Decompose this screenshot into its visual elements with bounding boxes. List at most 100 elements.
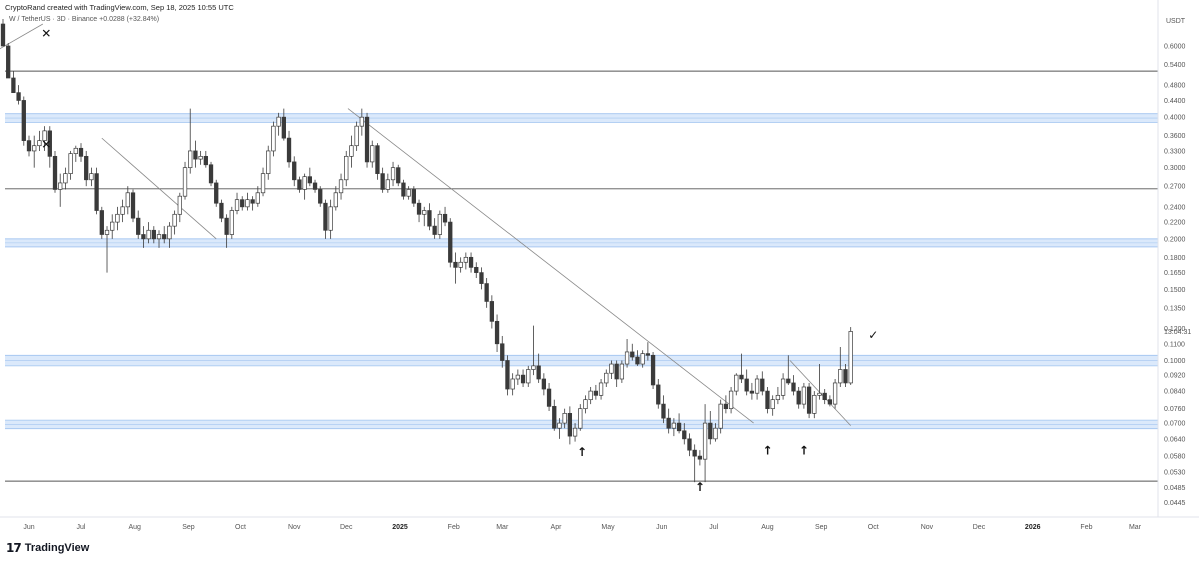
candle-bear bbox=[536, 365, 541, 380]
candle-bull bbox=[526, 369, 531, 384]
time-tick-label: May bbox=[601, 524, 615, 531]
candle-bear bbox=[676, 422, 682, 432]
price-tick-label: 0.0840 bbox=[1164, 389, 1186, 396]
symbol-line: W / TetherUS · 3D · Binance bbox=[9, 16, 98, 23]
candle-bull bbox=[42, 130, 47, 141]
price-tick-label: 0.2400 bbox=[1164, 204, 1186, 211]
candle-bull bbox=[848, 331, 853, 384]
candle-bear bbox=[401, 182, 406, 197]
candle-bear bbox=[806, 386, 812, 414]
candle-bear bbox=[645, 353, 651, 356]
price-tick-label: 0.3600 bbox=[1164, 133, 1186, 140]
candle-bull bbox=[182, 167, 188, 197]
candle-bear bbox=[822, 392, 827, 401]
candle-bull bbox=[775, 394, 781, 401]
candle-bear bbox=[520, 374, 526, 384]
candles bbox=[0, 18, 853, 483]
candle-bear bbox=[151, 229, 156, 240]
candle-bull bbox=[588, 390, 593, 401]
candle-bull bbox=[713, 427, 718, 440]
candle-bear bbox=[749, 390, 755, 394]
candle-bear bbox=[552, 406, 557, 429]
candle-bear bbox=[500, 343, 505, 361]
horizontal-levels bbox=[5, 70, 1158, 482]
price-tick-label: 0.0700 bbox=[1164, 421, 1186, 428]
price-tick-label: 0.4400 bbox=[1164, 98, 1186, 105]
time-tick-label: 2025 bbox=[392, 524, 408, 531]
candle-bear bbox=[323, 202, 328, 231]
symbol-info[interactable]: W / TetherUS · 3D · Binance +0.0288 (+32… bbox=[9, 16, 159, 23]
time-tick-label: Dec bbox=[973, 524, 986, 531]
time-tick-label: Aug bbox=[761, 524, 774, 531]
candle-bull bbox=[344, 155, 349, 181]
price-tick-label: 0.0530 bbox=[1164, 469, 1186, 476]
candle-bear bbox=[375, 145, 380, 174]
candle-bull bbox=[598, 382, 604, 396]
price-tick-label: 0.0445 bbox=[1164, 500, 1186, 507]
logo-text: TradingView bbox=[24, 542, 90, 554]
candle-bear bbox=[827, 399, 833, 405]
candle-bear bbox=[630, 351, 635, 358]
price-axis-unit: USDT bbox=[1166, 18, 1186, 25]
candle-bull bbox=[531, 365, 536, 370]
candle-bull bbox=[718, 403, 723, 429]
candle-bull bbox=[619, 363, 625, 380]
candle-bear bbox=[78, 147, 84, 157]
candle-bull bbox=[583, 399, 588, 410]
candle-bear bbox=[494, 320, 500, 345]
candle-bull bbox=[754, 378, 760, 394]
candle-bear bbox=[796, 390, 801, 405]
candle-bull bbox=[338, 179, 344, 194]
candle-bear bbox=[505, 360, 510, 390]
price-tick-label: 0.6000 bbox=[1164, 44, 1186, 51]
candle-bear bbox=[448, 221, 453, 263]
candle-bear bbox=[442, 213, 448, 223]
candle-bear bbox=[203, 155, 208, 166]
candle-bear bbox=[687, 438, 692, 451]
candle-bull bbox=[115, 213, 120, 223]
time-tick-label: Aug bbox=[129, 524, 142, 531]
candle-bear bbox=[219, 202, 224, 219]
candle-bull bbox=[463, 256, 469, 263]
price-tick-label: 0.0760 bbox=[1164, 406, 1186, 413]
candle-bull bbox=[110, 221, 115, 231]
candle-bull bbox=[89, 173, 94, 181]
trendline bbox=[0, 23, 44, 50]
candle-bull bbox=[349, 145, 354, 157]
candle-bear bbox=[52, 155, 58, 190]
candle-bear bbox=[656, 384, 661, 405]
candle-bull bbox=[557, 422, 562, 429]
candle-bull bbox=[37, 140, 42, 147]
annotation-marker: ✓ bbox=[868, 328, 878, 342]
candle-bull bbox=[68, 153, 73, 174]
time-tick-label: Jun bbox=[23, 524, 34, 531]
candle-bull bbox=[245, 199, 250, 208]
price-tick-label: 0.1800 bbox=[1164, 255, 1186, 262]
time-tick-label: Mar bbox=[1129, 524, 1142, 531]
candle-bull bbox=[146, 229, 151, 240]
candle-bull bbox=[328, 206, 333, 231]
countdown-label: 13:04:31 bbox=[1164, 329, 1191, 336]
candle-bull bbox=[229, 210, 234, 235]
candle-bear bbox=[708, 422, 713, 440]
axes: USDT 0.6000 0.5400 0.4800 0.4400 0.4000 0.3600… bbox=[0, 0, 1199, 531]
candle-bull bbox=[510, 378, 515, 390]
candle-bear bbox=[396, 167, 401, 184]
tradingview-logo[interactable]: 17 TradingView bbox=[6, 541, 89, 555]
price-tick-label: 0.0920 bbox=[1164, 373, 1186, 380]
price-tick-label: 0.0640 bbox=[1164, 436, 1186, 443]
candle-bull bbox=[73, 147, 78, 154]
annotation-marker: ✕ bbox=[41, 137, 51, 151]
candle-bear bbox=[214, 182, 219, 204]
candle-bull bbox=[333, 192, 338, 208]
candle-bear bbox=[432, 225, 437, 235]
candle-bear bbox=[567, 413, 573, 437]
candle-bear bbox=[380, 173, 385, 190]
candle-bear bbox=[162, 234, 167, 240]
time-tick-label: Sep bbox=[815, 524, 828, 531]
candle-bear bbox=[760, 378, 765, 392]
candle-bear bbox=[427, 210, 432, 227]
candle-bear bbox=[692, 449, 697, 457]
candle-bear bbox=[541, 378, 547, 390]
